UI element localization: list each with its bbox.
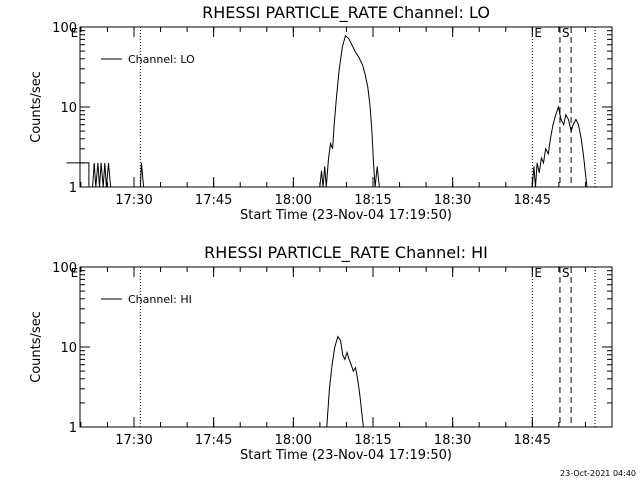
panel-1-chart-title: RHESSI PARTICLE_RATE Channel: LO [202, 3, 490, 23]
panel-1-event-marker-label: E [534, 26, 542, 40]
panel-1-y-tick-label: 10 [60, 101, 77, 116]
panel-1-x-tick-label: 18:45 [514, 193, 551, 208]
panel-1-x-tick-label: 17:30 [115, 193, 152, 208]
panel-1-event-marker-label: S [562, 26, 570, 40]
panel-2-x-tick-label: 17:30 [115, 433, 152, 448]
panel-1-x-tick-label: 18:00 [275, 193, 312, 208]
panel-1-y-axis-label: Counts/sec [29, 71, 44, 143]
panel-1-legend-label: Channel: LO [128, 53, 195, 66]
panel-2-x-tick-label: 18:00 [275, 433, 312, 448]
panel-1-y-tick-label: 100 [52, 21, 77, 36]
panel-1-x-tick-label: 18:30 [434, 193, 471, 208]
panel-2-series-line-1 [326, 335, 364, 428]
panel-2-event-marker-label: S [562, 266, 570, 280]
panel-1-y-tick-label: 1 [69, 181, 77, 196]
panel-2-legend-label: Channel: HI [128, 293, 192, 306]
panel-2-event-marker-label: E [534, 266, 542, 280]
panel-1-event-marker-label: E [71, 26, 79, 40]
panel-2-event-marker-label: E [71, 266, 79, 280]
panel-2-chart-title: RHESSI PARTICLE_RATE Channel: HI [204, 243, 488, 263]
panel-1-x-tick-label: 17:45 [195, 193, 232, 208]
panel-1-x-axis-label: Start Time (23-Nov-04 17:19:50) [240, 208, 452, 223]
timestamp-label: 23-Oct-2021 04:40 [560, 469, 636, 478]
panel-2-y-tick-label: 1 [69, 421, 77, 436]
panel-2-x-tick-label: 18:15 [354, 433, 391, 448]
panel-2-x-tick-label: 18:45 [514, 433, 551, 448]
panel-2-y-tick-label: 10 [60, 341, 77, 356]
panel-1-series-line-1 [66, 34, 588, 188]
panel-1-x-tick-label: 18:15 [354, 193, 391, 208]
panel-2-x-tick-label: 18:30 [434, 433, 471, 448]
panel-2-y-tick-label: 100 [52, 261, 77, 276]
panel-2-x-axis-label: Start Time (23-Nov-04 17:19:50) [240, 448, 452, 463]
panel-2-x-tick-label: 17:45 [195, 433, 232, 448]
panel-2-y-axis-label: Counts/sec [29, 311, 44, 383]
